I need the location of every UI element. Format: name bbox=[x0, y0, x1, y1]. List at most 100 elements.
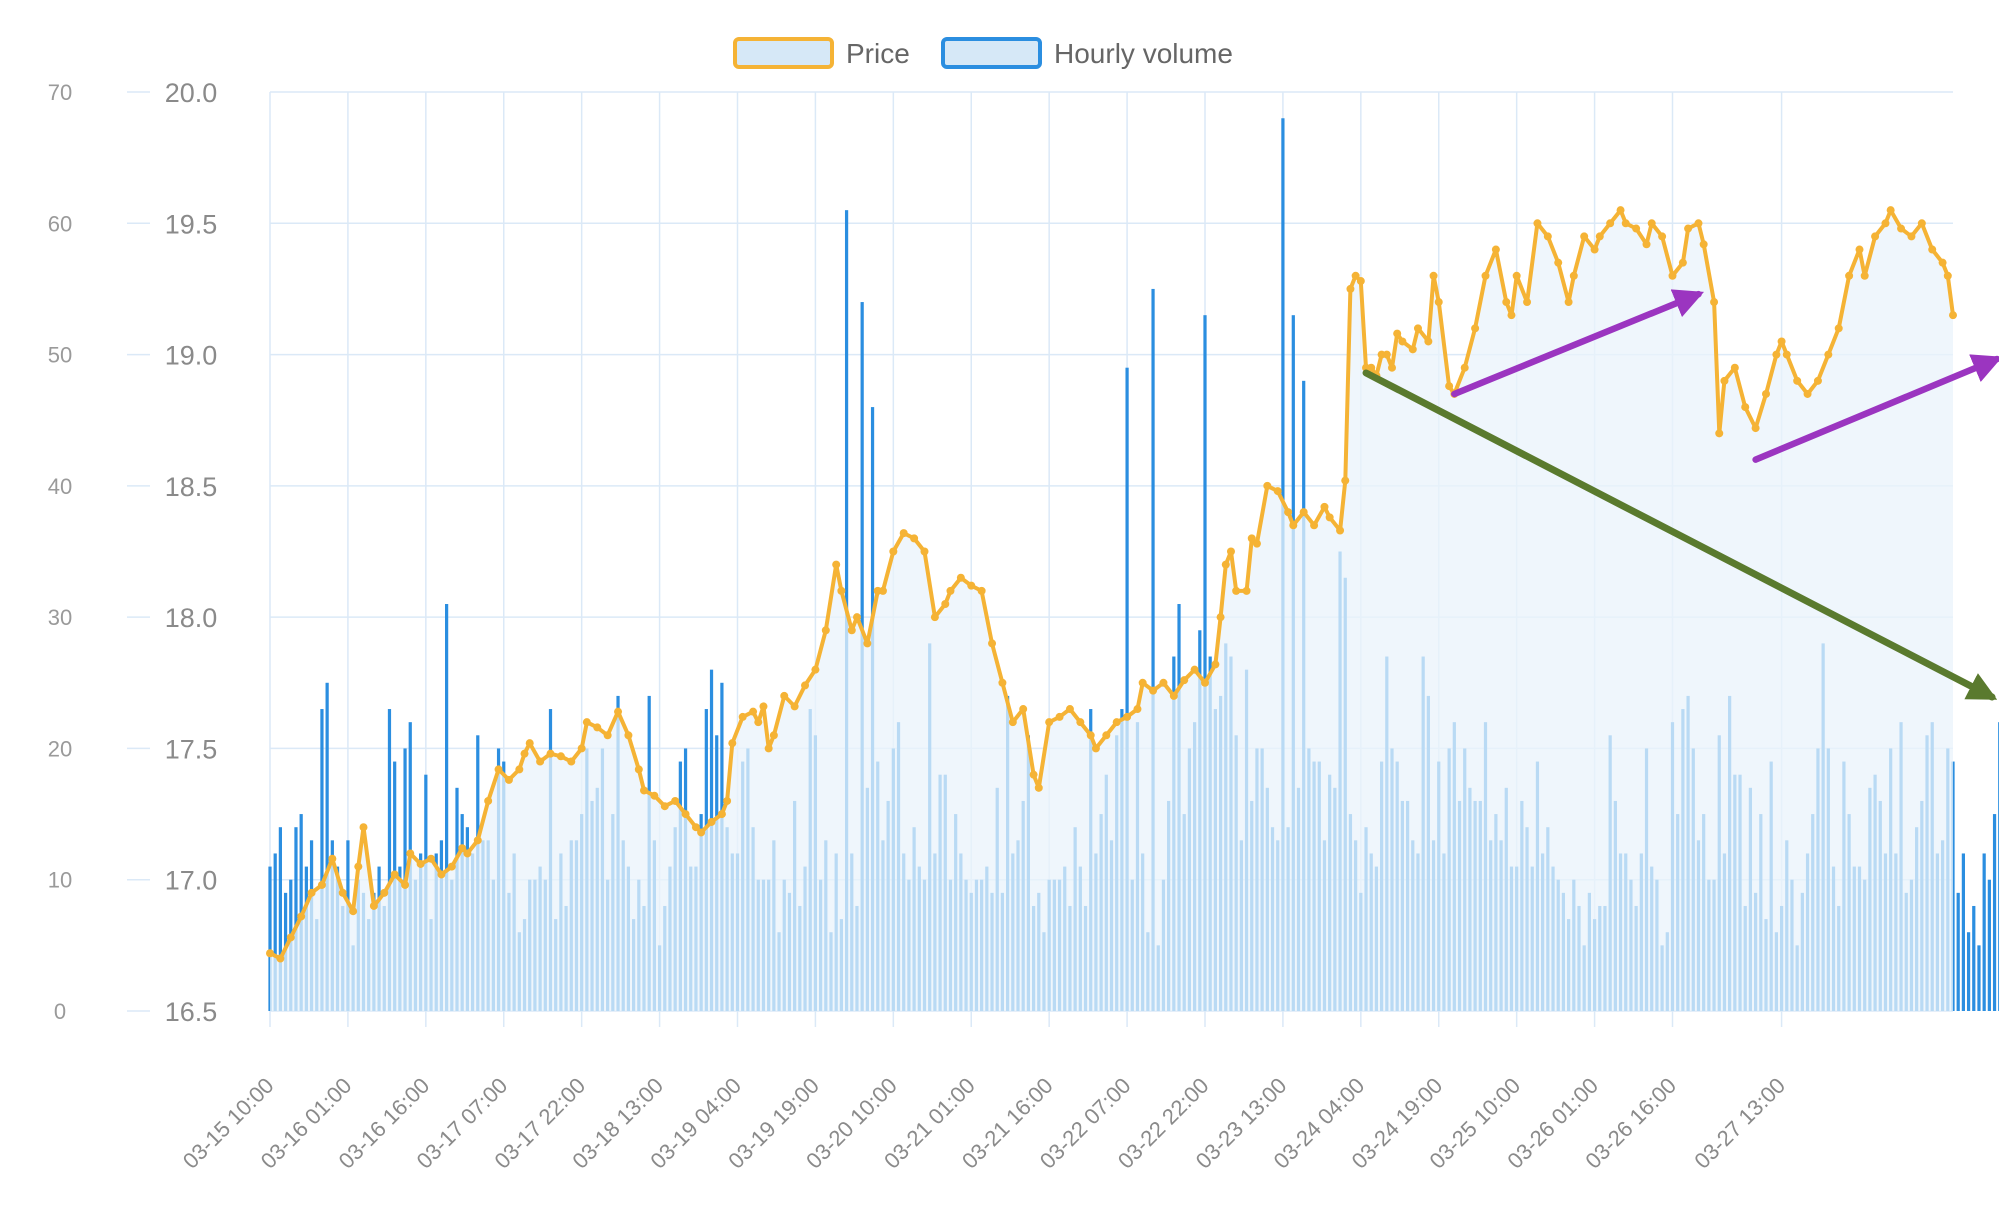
price-point bbox=[1855, 245, 1864, 254]
price-point bbox=[1715, 429, 1724, 438]
price-point bbox=[437, 870, 446, 879]
price-point bbox=[463, 849, 472, 858]
price-point bbox=[1793, 376, 1802, 385]
price-point bbox=[1730, 363, 1739, 372]
price-point bbox=[577, 744, 586, 753]
price-point bbox=[1616, 206, 1625, 215]
price-point bbox=[1813, 376, 1822, 385]
price-point bbox=[297, 912, 306, 921]
y-tick-price: 19.5 bbox=[165, 209, 218, 239]
price-point bbox=[1424, 337, 1433, 346]
price-point bbox=[1507, 311, 1516, 320]
y-tick-left: 60 bbox=[48, 211, 72, 236]
price-point bbox=[697, 828, 706, 837]
price-point bbox=[1367, 363, 1376, 372]
price-point bbox=[1289, 521, 1298, 530]
price-point bbox=[1247, 534, 1256, 543]
price-point bbox=[1928, 245, 1937, 254]
price-point bbox=[1782, 350, 1791, 359]
price-line bbox=[266, 206, 1957, 963]
volume-bar bbox=[1151, 288, 1155, 1011]
price-point bbox=[821, 626, 830, 635]
price-point bbox=[930, 613, 939, 622]
price-point bbox=[878, 586, 887, 595]
price-point bbox=[1543, 232, 1552, 241]
price-point bbox=[1351, 271, 1360, 280]
price-point bbox=[1065, 705, 1074, 714]
legend-swatch-hourly-volume[interactable] bbox=[941, 37, 1042, 69]
volume-bar bbox=[1956, 892, 1960, 1011]
price-point bbox=[338, 888, 347, 897]
price-point bbox=[1242, 586, 1251, 595]
price-point bbox=[1034, 783, 1043, 792]
price-point bbox=[769, 731, 778, 740]
volume-bar bbox=[320, 709, 324, 1011]
volume-bar bbox=[1972, 905, 1976, 1011]
price-point bbox=[1112, 718, 1121, 727]
price-point bbox=[863, 639, 872, 648]
price-point bbox=[1590, 245, 1599, 254]
price-point bbox=[1678, 258, 1687, 267]
price-point bbox=[749, 707, 758, 716]
price-point bbox=[458, 844, 467, 853]
volume-bar bbox=[1966, 932, 1971, 1011]
price-point bbox=[681, 810, 690, 819]
legend-label-price[interactable]: Price bbox=[846, 38, 910, 69]
legend-label-hourly-volume[interactable]: Hourly volume bbox=[1054, 38, 1233, 69]
price-point bbox=[1621, 219, 1630, 228]
price-point bbox=[1554, 258, 1563, 267]
annotation-arrow bbox=[1752, 354, 1999, 463]
price-point bbox=[723, 796, 732, 805]
price-point bbox=[1284, 508, 1293, 517]
price-point bbox=[801, 681, 810, 690]
price-point bbox=[390, 870, 399, 879]
price-point bbox=[1684, 224, 1693, 233]
price-point bbox=[1668, 271, 1677, 280]
annotation-arrow bbox=[1451, 289, 1705, 398]
price-point bbox=[317, 880, 326, 889]
price-point bbox=[660, 802, 669, 811]
price-point bbox=[427, 854, 436, 863]
price-point bbox=[1149, 686, 1158, 695]
price-point bbox=[1860, 271, 1869, 280]
price-point bbox=[691, 823, 700, 832]
price-point bbox=[1226, 547, 1235, 556]
price-point bbox=[567, 757, 576, 766]
price-point bbox=[1310, 521, 1319, 530]
volume-bar bbox=[387, 709, 392, 1011]
legend-swatch-price[interactable] bbox=[733, 37, 834, 69]
price-point bbox=[286, 933, 295, 942]
price-point bbox=[1632, 224, 1641, 233]
price-point bbox=[1019, 705, 1028, 714]
price-area-fill bbox=[270, 210, 1953, 1011]
volume-bar bbox=[273, 853, 277, 1011]
price-point bbox=[1834, 324, 1843, 333]
price-point bbox=[889, 547, 898, 556]
price-point bbox=[1102, 731, 1111, 740]
price-point bbox=[956, 573, 965, 582]
price-point bbox=[1055, 712, 1064, 721]
price-area bbox=[270, 210, 1953, 1011]
price-point bbox=[416, 859, 425, 868]
price-point bbox=[1201, 678, 1209, 687]
price-point bbox=[780, 691, 789, 700]
price-point bbox=[582, 718, 591, 727]
y-tick-left: 20 bbox=[48, 736, 72, 761]
price-point bbox=[1871, 232, 1880, 241]
price-point bbox=[1169, 691, 1178, 700]
price-point bbox=[1824, 350, 1833, 359]
y-tick-price: 20.0 bbox=[165, 78, 218, 108]
price-point bbox=[1346, 284, 1355, 293]
price-point bbox=[1751, 424, 1760, 433]
volume-bar bbox=[294, 827, 298, 1011]
y-tick-price: 16.5 bbox=[165, 997, 218, 1027]
price-point bbox=[1642, 240, 1651, 249]
price-point bbox=[1595, 232, 1604, 241]
volume-bar bbox=[325, 682, 329, 1011]
price-point bbox=[1252, 539, 1261, 548]
price-point bbox=[837, 586, 846, 595]
y-tick-left: 40 bbox=[48, 474, 72, 499]
price-point bbox=[1429, 271, 1438, 280]
price-point bbox=[1190, 665, 1199, 674]
